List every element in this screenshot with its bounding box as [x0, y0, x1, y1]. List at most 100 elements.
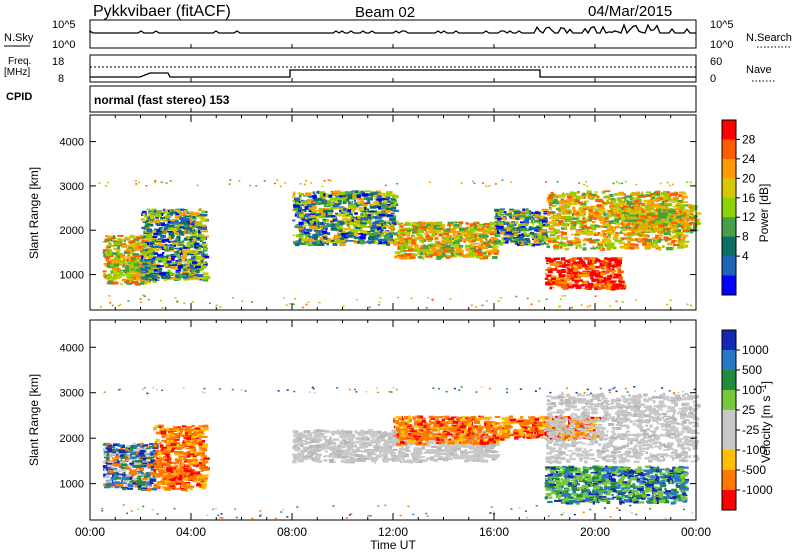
echo-cell: [299, 214, 304, 218]
echo-cell: [454, 224, 461, 227]
echo-cell: [430, 246, 436, 250]
echo-cell: [590, 276, 594, 280]
echo-cell: [549, 207, 553, 211]
echo-cell: [192, 215, 195, 219]
echo-cell: [641, 241, 644, 244]
echo-cell: [446, 235, 452, 238]
echo-cell: [361, 202, 368, 206]
echo-cell: [662, 219, 670, 223]
echo-cell: [614, 204, 619, 208]
echo-cell: [139, 250, 145, 253]
echo-cell: [626, 201, 633, 205]
echo-cell: [580, 304, 583, 306]
echo-cell: [405, 222, 411, 226]
echo-cell: [610, 203, 614, 206]
echo-cell: [346, 220, 353, 223]
echo-cell: [597, 232, 601, 234]
echo-cell: [306, 228, 313, 231]
echo-cell: [551, 216, 554, 218]
echo-cell: [467, 250, 472, 253]
echo-cell: [637, 216, 645, 220]
echo-cell: [602, 230, 606, 234]
echo-cell: [609, 198, 616, 201]
echo-cell: [132, 253, 139, 256]
echo-cell: [645, 191, 652, 194]
echo-cell: [310, 210, 317, 214]
echo-cell: [326, 222, 329, 226]
echo-cell: [431, 231, 437, 235]
echo-cell: [644, 195, 652, 197]
echo-cell: [330, 209, 334, 213]
echo-cell: [116, 248, 121, 252]
echo-cell: [112, 235, 115, 238]
echo-cell: [414, 253, 418, 256]
echo-cell: [421, 225, 429, 229]
echo-cell: [302, 209, 307, 212]
echo-cell: [130, 268, 135, 271]
echo-cell: [409, 229, 415, 231]
echo-cell: [525, 210, 529, 214]
echo-cell: [373, 194, 378, 197]
echo-cell: [360, 240, 367, 244]
echo-cell: [617, 259, 622, 263]
echo-cell: [679, 208, 684, 212]
echo-cell: [202, 251, 205, 255]
echo-cell: [543, 212, 550, 215]
echo-cell: [665, 194, 669, 197]
echo-cell: [550, 231, 554, 235]
echo-cell: [166, 237, 172, 241]
echo-cell: [589, 215, 594, 219]
echo-cell: [509, 236, 515, 239]
echo-cell: [111, 304, 114, 307]
echo-cell: [102, 476, 107, 479]
echo-cell: [648, 242, 653, 246]
echo-cell: [675, 204, 682, 207]
echo-cell: [311, 242, 317, 244]
echo-cell: [179, 226, 185, 228]
echo-cell: [196, 269, 200, 274]
echo-cell: [113, 242, 120, 246]
echo-cell: [428, 229, 431, 233]
echo-cell: [564, 205, 571, 209]
echo-cell: [684, 228, 687, 230]
echo-cell: [676, 205, 681, 210]
echo-cell: [294, 214, 297, 217]
echo-cell: [352, 193, 356, 197]
echo-cell: [603, 217, 609, 221]
echo-cell: [416, 234, 423, 236]
echo-cell: [544, 240, 551, 242]
ytick-label: 2000: [60, 225, 84, 237]
echo-cell: [383, 194, 390, 199]
echo-cell: [521, 225, 526, 229]
echo-cell: [544, 277, 549, 280]
echo-cell: [658, 236, 661, 239]
echo-cell: [601, 266, 605, 270]
echo-cell: [163, 218, 167, 223]
echo-cell: [133, 266, 140, 269]
echo-cell: [642, 241, 648, 244]
echo-cell: [519, 242, 525, 246]
echo-cell: [650, 245, 654, 248]
echo-cell: [305, 303, 308, 306]
echo-cell: [173, 244, 176, 247]
echo-cell: [163, 227, 168, 230]
echo-cell: [630, 213, 637, 217]
echo-cell: [403, 253, 406, 256]
echo-cell: [255, 185, 258, 187]
echo-cell: [162, 208, 166, 212]
echo-cell: [650, 230, 657, 233]
echo-cell: [594, 295, 597, 297]
echo-cell: [561, 227, 565, 230]
echo-cell: [113, 280, 118, 283]
colorbar-swatch: [722, 158, 736, 179]
echo-cell: [141, 236, 144, 239]
echo-cell: [556, 237, 560, 240]
echo-cell: [131, 240, 136, 244]
echo-cell: [139, 278, 145, 282]
echo-cell: [155, 267, 159, 270]
echo-cell: [197, 251, 202, 254]
echo-cell: [488, 185, 491, 187]
echo-cell: [683, 224, 687, 228]
echo-cell: [533, 235, 537, 239]
